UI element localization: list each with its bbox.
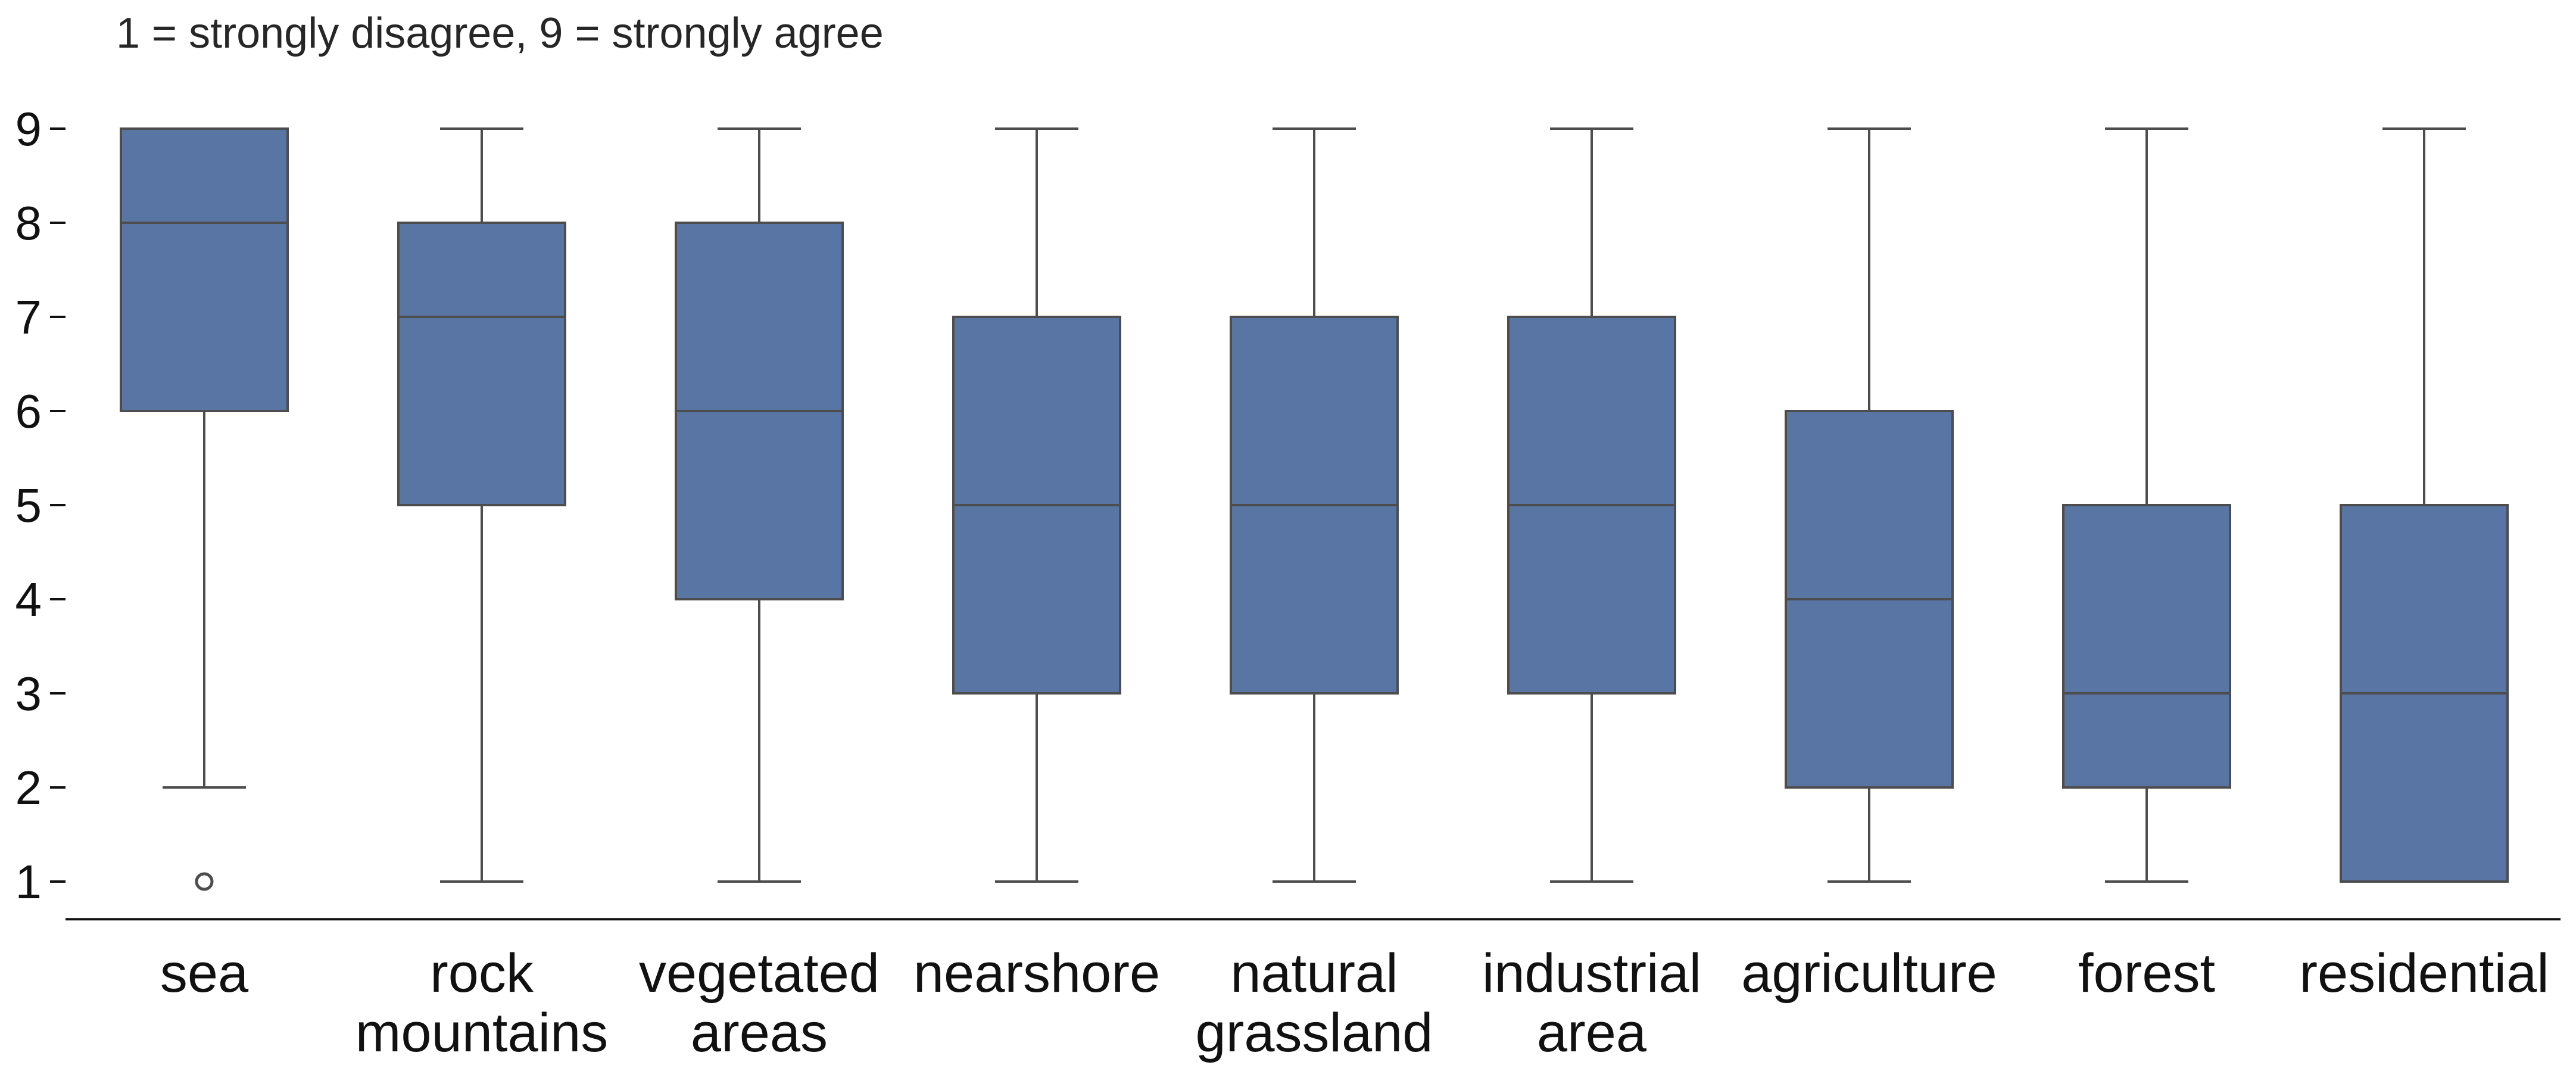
x-category-label-line: sea [160, 943, 249, 1004]
x-category-label-line: rock [430, 943, 534, 1004]
x-category-label: industrial area [1482, 943, 1701, 1063]
x-category-label-line: forest [2078, 943, 2215, 1004]
box-group [1785, 127, 1954, 883]
y-tick-label: 6 [15, 385, 42, 438]
x-category-label: vegetated areas [639, 943, 880, 1063]
x-category-label-line: vegetated [639, 943, 880, 1004]
iqr-box [120, 127, 289, 412]
x-category-label-line: mountains [355, 1002, 608, 1063]
x-category-label: nearshore [913, 943, 1160, 1004]
x-category-label: residential [2299, 943, 2549, 1004]
box-group [1230, 127, 1399, 883]
boxes [120, 127, 2509, 891]
x-category-label-line: area [1537, 1002, 1647, 1063]
x-category-label-line: natural [1230, 943, 1398, 1004]
x-category-label-line: industrial [1482, 943, 1701, 1004]
box-group [2340, 127, 2509, 883]
chart-subtitle: 1 = strongly disagree, 9 = strongly agre… [116, 10, 884, 57]
box-group [2062, 127, 2231, 883]
y-tick-label: 3 [15, 667, 42, 720]
y-tick-label: 1 [15, 855, 42, 908]
x-category-label-line: grassland [1196, 1002, 1433, 1063]
y-tick-label: 9 [15, 102, 42, 155]
x-category-label-line: areas [691, 1002, 828, 1063]
y-tick-label: 4 [15, 573, 42, 626]
y-axis: 1 2 3 4 5 6 7 8 9 [15, 102, 66, 908]
x-category-label-line: residential [2299, 943, 2549, 1004]
box-group [1507, 127, 1676, 883]
y-tick-label: 8 [15, 197, 42, 250]
x-axis: sea rock mountains vegetated areas nearshore n… [66, 918, 2561, 1063]
box-group [120, 127, 289, 891]
y-tick-label: 5 [15, 479, 42, 532]
box-group [675, 127, 844, 883]
x-category-label: sea [160, 943, 249, 1004]
x-category-label: agriculture [1741, 943, 1997, 1004]
box-group [952, 127, 1121, 883]
box-group [397, 127, 566, 883]
y-tick-label: 7 [15, 291, 42, 344]
x-category-label: natural grassland [1196, 943, 1433, 1063]
iqr-box [397, 222, 566, 506]
x-category-label: rock mountains [355, 943, 608, 1063]
y-tick-label: 2 [15, 761, 42, 814]
iqr-box [2062, 504, 2231, 789]
x-category-label-line: agriculture [1741, 943, 1997, 1004]
x-category-label-line: nearshore [913, 943, 1160, 1004]
x-category-label: forest [2078, 943, 2215, 1004]
outlier-point [195, 872, 214, 891]
